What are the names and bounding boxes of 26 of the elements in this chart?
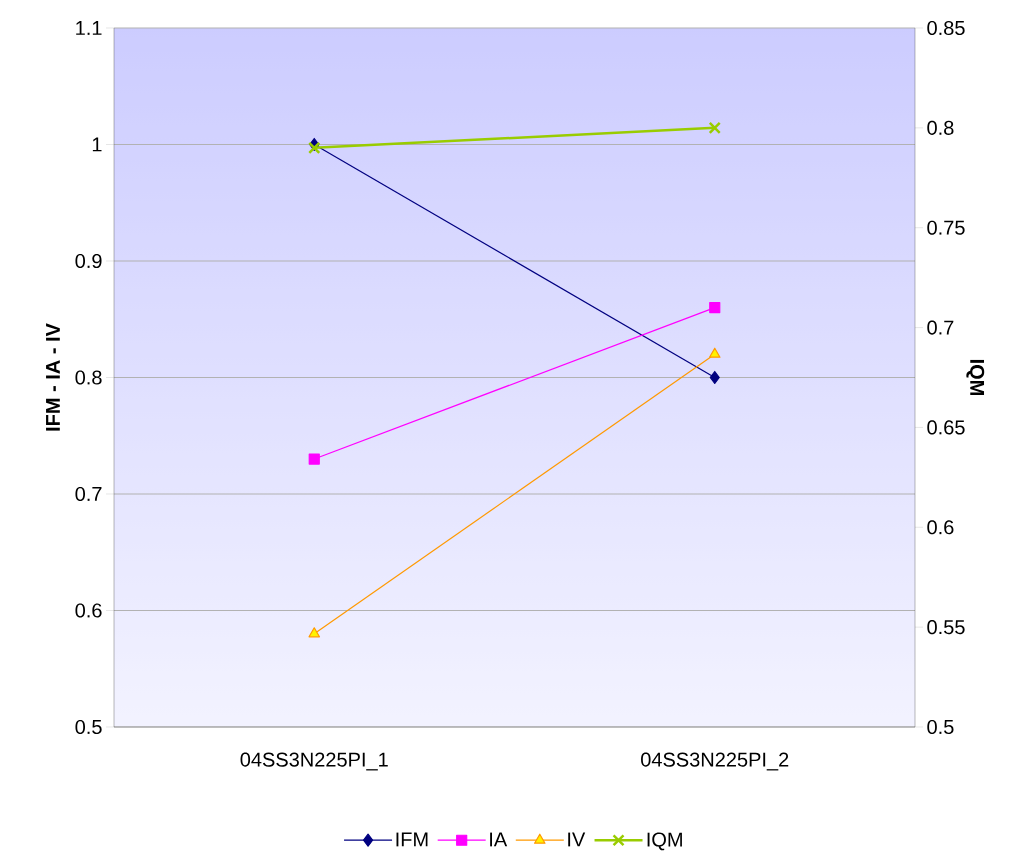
- y2-tick-label: 0.85: [927, 20, 965, 36]
- y2-tick-label: 0.75: [927, 220, 965, 235]
- point: [709, 370, 720, 385]
- y-tick-label: 0.8: [75, 370, 102, 385]
- y2-tick-label: 0.5: [927, 719, 954, 735]
- legend-label: IQM: [647, 832, 682, 851]
- legend-label: IV: [568, 832, 586, 847]
- y-tick-label: 0.7: [75, 486, 102, 502]
- y2-tick-label: 0.8: [927, 120, 954, 135]
- y2-tick-label: 0.65: [927, 420, 965, 435]
- x-tick-label: 04SS3N225PI_2: [641, 752, 789, 771]
- y2-axis-title: IQM: [966, 359, 985, 396]
- y2-tick-label: 0.55: [927, 620, 965, 635]
- y-axis-title: IFM - IA - IV: [46, 323, 60, 431]
- legend-label: IFM: [396, 832, 428, 847]
- y2-tick-label: 0.7: [927, 320, 954, 335]
- point: [709, 301, 721, 314]
- y-tick-label: 0.5: [75, 719, 102, 735]
- legend-label: IA: [490, 832, 508, 847]
- x-tick-label: 04SS3N225PI_1: [240, 752, 388, 771]
- y-tick-label: 1.1: [76, 21, 102, 35]
- y2-tick-label: 0.6: [927, 520, 954, 535]
- point: [308, 453, 320, 465]
- y-tick-label: 0.6: [75, 603, 102, 618]
- y-tick-label: 1: [92, 137, 102, 152]
- y-tick-label: 0.9: [75, 253, 102, 269]
